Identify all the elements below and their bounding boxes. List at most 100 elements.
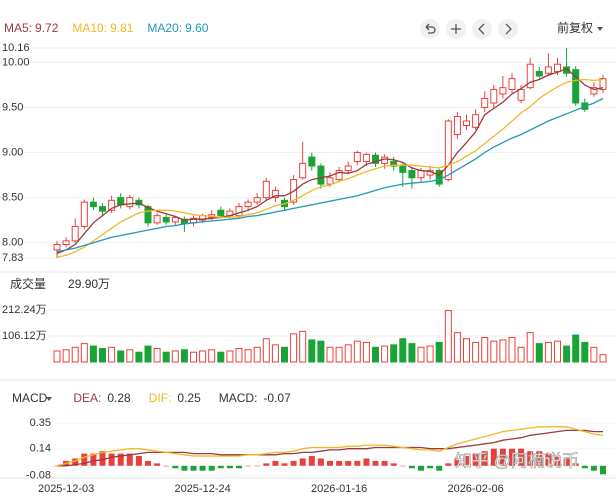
candle-body <box>99 206 106 212</box>
volume-bar <box>581 341 589 363</box>
volume-bar <box>499 339 507 363</box>
macd-bar <box>181 465 188 471</box>
macd-bar <box>236 465 242 469</box>
volume-bar <box>426 345 434 363</box>
plot: 10.16 10.00 9.50 9.00 8.50 8.00 7.83 212.24万 106… <box>0 40 616 495</box>
volume-bar <box>217 351 225 363</box>
macd-bar <box>145 460 151 466</box>
candle-body <box>517 88 525 101</box>
macd-bar <box>217 465 224 469</box>
legend-name: DIF: <box>149 391 172 405</box>
volume-bar <box>599 354 607 363</box>
candle-body <box>126 197 134 208</box>
volume-bar <box>390 344 398 363</box>
macd-bar <box>345 460 352 466</box>
volume-bar <box>135 351 143 363</box>
candle-body <box>463 120 470 127</box>
volume-header: 成交量 29.90万 <box>10 276 110 291</box>
volume-bar <box>53 350 61 363</box>
volume-current: 29.90万 <box>68 277 110 291</box>
volume-bar <box>190 351 197 363</box>
volume-bar <box>517 346 525 363</box>
candle-body <box>171 216 179 223</box>
candle-body <box>599 78 607 90</box>
volume-bar <box>308 339 316 363</box>
macd-bar <box>527 451 534 466</box>
toolbar-button[interactable] <box>472 19 492 39</box>
legend-value: 0.25 <box>177 391 201 405</box>
volume-bar <box>535 343 543 363</box>
volume-bar <box>335 346 343 363</box>
macd-bar <box>90 453 97 466</box>
candle-body <box>117 197 125 206</box>
macd-bar <box>445 463 452 466</box>
button-bg <box>420 19 440 39</box>
candle-body <box>335 170 343 181</box>
volume-bar <box>208 349 216 363</box>
dropdown-arrow[interactable] <box>46 397 52 401</box>
volume-bar <box>262 338 270 363</box>
y-tick-label: 8.00 <box>2 237 23 249</box>
y-tick-label: 9.50 <box>2 101 23 113</box>
legend-value: 9.81 <box>110 21 134 35</box>
candle-body <box>80 201 88 227</box>
adjust-dropdown[interactable]: 前复权 <box>557 20 603 35</box>
macd-bar <box>472 453 479 466</box>
ma-line <box>56 67 604 255</box>
macd-bar <box>381 460 388 466</box>
candle-body <box>262 180 270 199</box>
volume-bar <box>563 345 571 363</box>
candle-body <box>89 201 97 208</box>
macd-bar <box>208 465 215 471</box>
macd-bar <box>572 463 579 466</box>
toolbar-button[interactable] <box>420 19 440 39</box>
volume-bar <box>481 336 489 363</box>
candle-body <box>453 115 461 136</box>
y-tick-label: 106.12万 <box>2 330 47 342</box>
volume-bar <box>326 346 334 363</box>
toolbar-button[interactable] <box>446 19 466 39</box>
macd-bar <box>172 465 179 469</box>
y-tick-label: 9.00 <box>2 146 23 158</box>
macd-bar <box>290 460 297 466</box>
macd-bar <box>563 458 570 466</box>
volume-bar <box>417 346 425 363</box>
macd-bar <box>199 465 206 471</box>
volume-bar <box>508 336 516 363</box>
volume-bar <box>126 349 134 363</box>
candle-body <box>544 66 552 74</box>
legend-value: -0.07 <box>263 391 291 405</box>
macd-bar <box>99 451 106 466</box>
candle-body <box>353 152 361 163</box>
legend-name: MACD: <box>219 391 258 405</box>
candle-body <box>590 87 598 95</box>
volume-bar <box>554 340 561 363</box>
candle-body <box>490 88 498 104</box>
volume-bar <box>490 340 498 363</box>
legend-value: 0.28 <box>107 391 131 405</box>
candle-body <box>244 201 252 208</box>
left-icon <box>478 23 485 35</box>
legend-name: MA10: <box>72 21 107 35</box>
volume-bar <box>144 345 152 363</box>
candle-body <box>299 162 307 179</box>
candle-body <box>62 240 70 245</box>
candle-body <box>372 154 379 164</box>
macd-bar <box>117 453 124 466</box>
macd-title: MACD <box>12 391 48 405</box>
volume-bar <box>463 338 470 363</box>
candle-body <box>390 161 398 167</box>
candle-body <box>144 206 152 224</box>
macd-bar <box>545 453 552 466</box>
legend-name: MA5: <box>4 21 32 35</box>
candle-body <box>317 165 325 185</box>
toolbar-button[interactable] <box>498 19 518 39</box>
macd-bar <box>390 463 397 466</box>
volume-bar <box>180 349 188 363</box>
macd-bar <box>518 448 525 466</box>
volume-bar <box>117 350 125 363</box>
macd-bar <box>509 448 515 466</box>
macd-bar <box>363 458 370 466</box>
